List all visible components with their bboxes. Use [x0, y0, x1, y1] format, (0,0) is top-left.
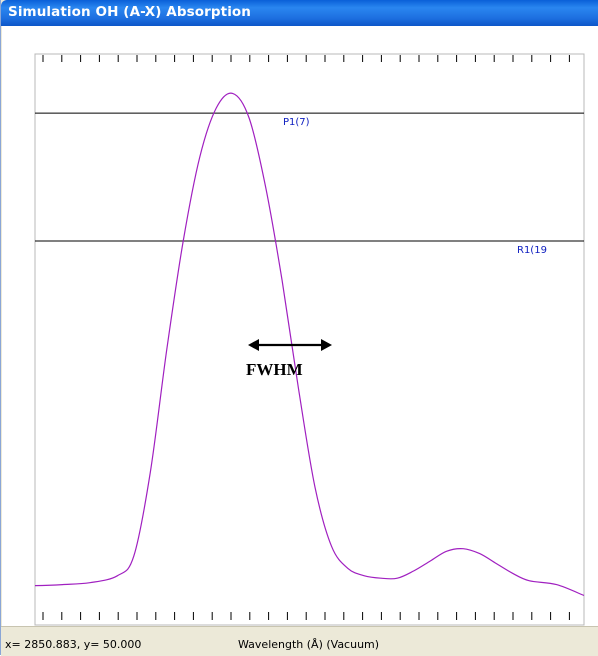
top-tick-marks: [42, 55, 570, 62]
title-bar[interactable]: Simulation OH (A-X) Absorption: [1, 0, 598, 26]
spectrum-line: [34, 92, 585, 597]
window-title: Simulation OH (A-X) Absorption: [8, 4, 252, 20]
plot-area-border: [34, 53, 585, 626]
fwhm-label: FWHM: [246, 360, 303, 379]
spectrum-plot[interactable]: P1(7) R1(19 FWHM: [2, 26, 598, 626]
axis-label: Wavelength (Å) (Vacuum): [238, 638, 380, 651]
line-label: R1(19: [517, 245, 547, 256]
bottom-tick-marks: [42, 612, 570, 620]
line-label: P1(7): [283, 117, 310, 128]
reference-lines: P1(7) R1(19: [35, 112, 584, 256]
status-bar: x= 2850.883, y= 50.000 Wavelength (Å) (V…: [1, 626, 598, 656]
fwhm-arrow: [248, 339, 332, 351]
plot-frame[interactable]: P1(7) R1(19 FWHM: [2, 26, 598, 626]
cursor-coordinates: x= 2850.883, y= 50.000: [5, 638, 142, 651]
